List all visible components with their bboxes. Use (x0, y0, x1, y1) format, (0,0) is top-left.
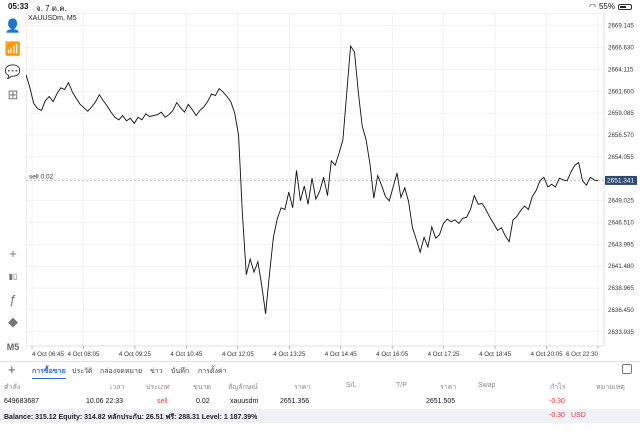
cell-price: 2651.505 (426, 398, 456, 405)
y-tick-label: 2649.025 (608, 198, 634, 205)
col-open-price: ราคา (294, 384, 311, 391)
status-bar: 05:33 จ. 7 ต.ค. ◠ 55% (0, 0, 640, 13)
battery-icon (618, 3, 632, 10)
plot-area[interactable] (25, 12, 605, 347)
price-series-line (25, 44, 599, 314)
tab-history[interactable]: ประวัติ (72, 368, 93, 375)
y-tick-label: 2666.630 (608, 45, 634, 52)
cell-type: sell (157, 398, 168, 405)
cell-profit: -0.30 (549, 398, 565, 405)
col-price: ราคา (440, 384, 457, 391)
y-tick-label: 2661.600 (608, 88, 634, 95)
col-order: คำสั่ง (4, 384, 21, 391)
col-time: เวลา (110, 384, 125, 391)
y-axis-ticks: 2669.145 2666.630 2664.115 2661.600 2659.085… (608, 23, 634, 336)
y-tick-label: 2654.055 (608, 154, 634, 161)
x-tick-label: 4 Oct 18:45 (479, 351, 512, 358)
y-tick-label: 2638.965 (608, 285, 634, 292)
chart-svg[interactable]: 2669.145 2666.630 2664.115 2661.600 2659.085… (25, 12, 640, 358)
x-tick-label: 6 Oct 22:30 (566, 351, 599, 358)
x-tick-label: 4 Oct 14:45 (325, 351, 358, 358)
bottom-tab-bar: + การซื้อขาย ประวัติ กล่องจดหมาย ข่าว บั… (0, 361, 640, 379)
y-tick-label: 2643.995 (608, 241, 634, 248)
cell-size: 0.02 (196, 398, 210, 405)
crosshair-icon[interactable]: + (4, 244, 22, 262)
price-chart[interactable]: 2669.145 2666.630 2664.115 2661.600 2659.085… (25, 12, 640, 358)
x-tick-label: 4 Oct 16:05 (376, 351, 409, 358)
x-axis-ticks: 4 Oct 06:45 4 Oct 08:05 4 Oct 09:25 4 Oct 1… (31, 346, 599, 358)
shapes-glyph: ◆ (8, 314, 18, 329)
current-price-text: 2651.341 (607, 178, 634, 185)
wifi-icon: ◠ (589, 2, 596, 11)
chart-title: XAUUSDm, M5 (28, 15, 77, 22)
trade-table-header: คำสั่ง เวลา ประเภท ขนาด สัญลักษณ์ ราคา S… (0, 378, 640, 394)
function-icon[interactable]: ƒ (4, 290, 22, 308)
add-chart-icon[interactable]: ⊞ (4, 86, 22, 104)
col-sl: S/L (346, 382, 357, 389)
tab-news[interactable]: ข่าว (150, 368, 163, 375)
add-chart-glyph: ⊞ (7, 87, 19, 102)
y-tick-label: 2664.115 (608, 66, 634, 73)
tab-settings[interactable]: การตั้งค่า (198, 368, 227, 375)
y-tick-label: 2641.480 (608, 263, 634, 270)
account-glyph: 👤 (4, 18, 22, 33)
function-glyph: ƒ (9, 291, 17, 307)
y-tick-label: 2659.085 (608, 110, 634, 117)
x-tick-label: 4 Oct 13:25 (273, 351, 306, 358)
battery-percent: 55% (598, 2, 615, 11)
account-icon[interactable]: 👤 (4, 17, 22, 35)
order-label[interactable]: sell 0.02 (29, 173, 54, 180)
x-tick-label: 4 Oct 17:25 (428, 351, 461, 358)
tab-mailbox[interactable]: กล่องจดหมาย (100, 368, 143, 375)
x-tick-label: 4 Oct 08:05 (67, 351, 100, 358)
left-toolbar: 👤 📶 💬 ⊞ + ▮▯ ƒ ◆ M5 (0, 13, 26, 355)
timeframe-label: M5 (6, 342, 20, 352)
x-tick-label: 4 Oct 10:45 (170, 351, 203, 358)
col-profit: กำไร (550, 384, 566, 391)
y-tick-label: 2636.450 (608, 307, 634, 314)
y-tick-label: 2656.570 (608, 132, 634, 139)
candles-icon[interactable]: ▮▯ (4, 267, 22, 285)
table-row[interactable]: 649683687 10.06 22:33 sell 0.02 xauusdm … (0, 394, 640, 408)
cell-order: 649683687 (4, 398, 40, 405)
x-tick-label: 4 Oct 20:05 (531, 351, 564, 358)
shapes-icon[interactable]: ◆ (4, 313, 22, 331)
crosshair-glyph: + (9, 245, 17, 261)
chat-glyph: 💬 (4, 64, 22, 79)
balance-summary: Balance: 315.12 Equity: 314.82 หลักประกั… (4, 414, 258, 421)
currency-label: USD (571, 412, 586, 419)
status-time: 05:33 (8, 2, 29, 11)
col-tp: T/P (396, 382, 407, 389)
signal-glyph: 📶 (4, 41, 22, 56)
cell-symbol: xauusdm (230, 398, 259, 405)
signal-icon[interactable]: 📶 (4, 40, 22, 58)
col-size: ขนาด (193, 384, 212, 391)
timeframe-button[interactable]: M5 (4, 338, 22, 356)
cell-open-price: 2651.356 (280, 398, 310, 405)
balance-bar: Balance: 315.12 Equity: 314.82 หลักประกั… (0, 409, 640, 423)
col-symbol: สัญลักษณ์ (228, 384, 258, 391)
chat-icon[interactable]: 💬 (4, 63, 22, 81)
new-order-button[interactable]: + (8, 362, 16, 377)
candles-glyph: ▮▯ (8, 271, 18, 281)
grid-lines (26, 13, 604, 346)
status-date: จ. 7 ต.ค. (36, 4, 67, 13)
col-comment: หมายเหตุ (596, 384, 625, 391)
current-price-bg (605, 175, 637, 185)
layout-toggle-icon[interactable] (622, 364, 632, 374)
status-right: ◠ 55% (589, 2, 632, 11)
tab-trade[interactable]: การซื้อขาย (32, 366, 66, 379)
total-profit: -0.30 (549, 412, 565, 419)
x-tick-label: 4 Oct 12:05 (222, 351, 255, 358)
x-tick-label: 4 Oct 06:45 (32, 351, 65, 358)
col-swap: Swap (478, 382, 496, 389)
cell-time: 10.06 22:33 (86, 398, 123, 405)
y-tick-label: 2633.935 (608, 329, 634, 336)
col-type: ประเภท (146, 384, 170, 391)
y-tick-label: 2646.510 (608, 219, 634, 226)
current-price-box: 2651.341 (605, 175, 637, 185)
y-tick-label: 2669.145 (608, 23, 634, 30)
x-tick-label: 4 Oct 09:25 (119, 351, 152, 358)
tab-journal[interactable]: บันทึก (171, 368, 190, 375)
